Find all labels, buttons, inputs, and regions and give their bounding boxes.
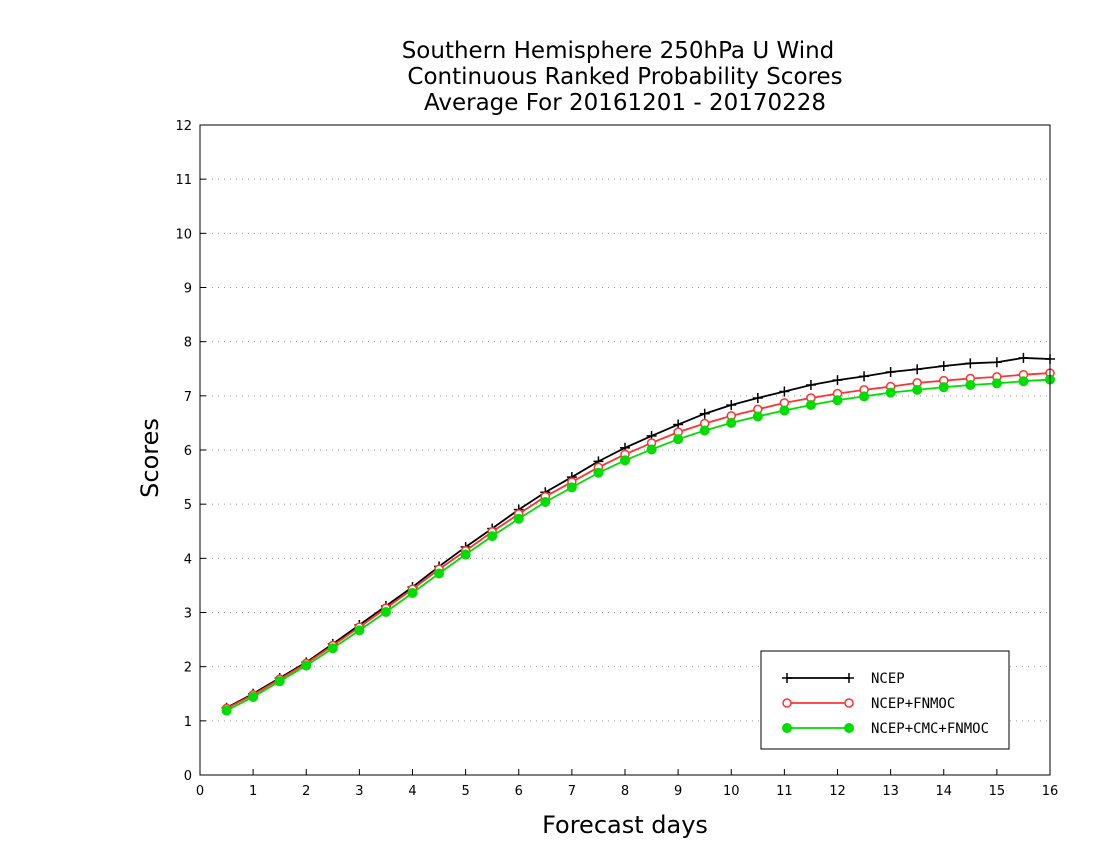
data-point [1018,376,1029,387]
legend-marker [782,698,792,708]
x-tick-label: 7 [568,784,576,799]
y-tick-label: 0 [184,769,192,784]
data-point [991,378,1002,389]
legend-marker [844,723,854,733]
series-layer [221,352,1055,716]
data-point [460,549,471,560]
data-point [991,357,1002,368]
y-tick-label: 1 [184,715,192,730]
y-tick-label: 3 [184,607,192,622]
y-tick-label: 9 [184,282,192,297]
x-tick-label: 12 [829,784,846,799]
data-point [965,380,976,390]
x-tick-label: 11 [776,784,793,799]
legend-item: NCEP+CMC+FNMOC [782,721,989,737]
data-point [912,364,923,375]
x-tick-label: 14 [935,784,952,799]
data-point [513,513,524,524]
legend-label: NCEP [871,671,905,687]
data-point [620,455,630,466]
data-point [221,705,232,716]
y-axis-label: Scores [136,418,164,498]
data-point [805,400,816,411]
data-point [779,386,790,397]
legend-marker [782,673,792,683]
data-point [673,434,684,445]
x-tick-label: 2 [302,784,310,799]
y-tick-label: 10 [175,227,192,242]
data-point [752,393,763,403]
legend-marker [844,673,854,683]
x-tick-label: 8 [621,784,629,799]
legend-box [760,650,1010,750]
data-point [885,387,896,398]
data-point [965,358,976,369]
legend-item: NCEP [782,671,905,687]
chart-title-line-3: Average For 20161201 - 20170228 [424,90,826,116]
legend-marker [844,698,854,708]
x-tick-label: 6 [515,784,523,799]
data-point [779,405,790,416]
y-tick-label: 5 [184,498,192,513]
data-point [301,660,312,671]
data-point [248,692,259,702]
x-tick-label: 16 [1042,784,1059,799]
data-point [646,444,657,455]
data-point [885,367,896,377]
y-tick-label: 2 [184,661,192,676]
data-point [726,400,737,411]
legend-label: NCEP+FNMOC [871,696,955,712]
y-tick-label: 6 [184,444,192,459]
y-tick-label: 7 [184,390,192,405]
chart-title-line-1: Southern Hemisphere 250hPa U Wind [402,38,835,64]
data-point [832,395,843,406]
data-point [805,380,816,390]
x-tick-label: 3 [355,784,363,799]
data-point [832,375,843,386]
x-tick-label: 0 [196,784,204,799]
x-tick-label: 5 [461,784,469,799]
y-tick-label: 4 [184,552,192,567]
legend-marker [782,723,792,733]
data-point [540,497,551,507]
series-ncep-cmc-fnmoc [221,374,1055,716]
y-tick-label: 11 [175,173,192,188]
x-tick-label: 9 [674,784,682,799]
chart-title-line-2: Continuous Ranked Probability Scores [407,64,842,90]
data-point [407,588,418,598]
data-point [354,625,365,636]
x-tick-label: 15 [989,784,1006,799]
x-tick-label: 1 [249,784,257,799]
data-point [699,425,710,436]
data-point [752,411,763,422]
data-point [1018,352,1029,363]
data-point [566,482,577,493]
data-point [938,382,949,393]
data-point [859,371,870,382]
data-point [274,676,285,687]
x-tick-label: 4 [408,784,416,799]
data-point [912,384,923,395]
data-point [593,467,604,478]
y-tick-label: 8 [184,336,192,351]
legend-label: NCEP+CMC+FNMOC [871,721,989,737]
legend: NCEP NCEP+FNMOC NCEP+CMC+FNMOC [760,650,1010,750]
data-point [699,408,710,419]
x-tick-label: 13 [882,784,899,799]
x-tick-label: 10 [723,784,740,799]
x-axis-label: Forecast days [542,811,708,839]
data-point [380,606,391,617]
y-tick-label: 12 [175,119,192,134]
data-point [938,361,949,372]
data-point [487,531,498,542]
data-point [726,417,737,428]
data-point [327,643,338,654]
data-point [434,568,445,579]
data-point [859,391,870,402]
legend-item: NCEP+FNMOC [782,696,955,712]
